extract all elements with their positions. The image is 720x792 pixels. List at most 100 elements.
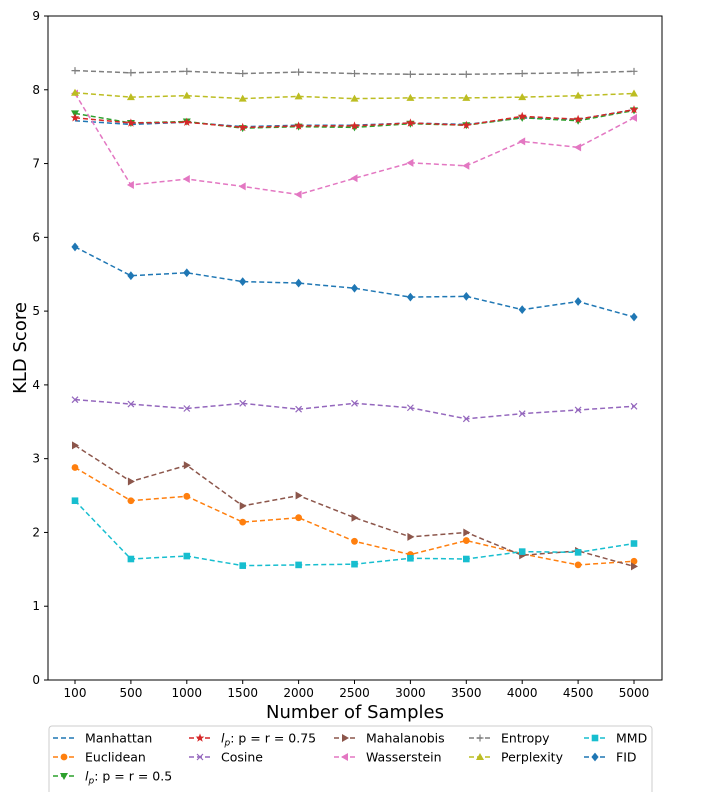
data-point (406, 93, 415, 101)
data-point (71, 88, 79, 96)
legend-item: Euclidean (53, 750, 146, 765)
data-point (462, 415, 470, 423)
legend-label: Entropy (501, 731, 550, 746)
plot-lines (70, 67, 639, 571)
data-point (574, 297, 582, 306)
legend-marker (195, 733, 205, 742)
y-tick-label: 2 (32, 525, 40, 539)
data-point (463, 555, 470, 563)
legend-frame (48, 725, 653, 792)
series-8 (71, 88, 638, 102)
series-line (74, 93, 635, 196)
series-line (74, 246, 635, 318)
data-point (238, 122, 248, 132)
legend-marker (476, 734, 484, 742)
data-point (518, 93, 527, 101)
data-point (407, 554, 414, 562)
data-point (71, 497, 79, 505)
series-10 (71, 242, 638, 322)
data-point (631, 562, 638, 571)
data-point (518, 137, 526, 146)
x-tick-label: 1500 (227, 686, 258, 700)
data-point (238, 94, 247, 102)
data-point (629, 105, 639, 114)
data-point (238, 182, 246, 191)
legend-label: Mahalanobis (366, 731, 445, 746)
data-point (182, 175, 190, 184)
data-point (574, 406, 582, 414)
legend-label: Perplexity (501, 750, 564, 765)
data-point (630, 113, 637, 122)
legend-item: lp: p = r = 0.5 (53, 769, 172, 787)
data-point (630, 557, 638, 565)
series-4 (71, 396, 638, 423)
data-point (630, 312, 638, 322)
data-point (294, 121, 303, 130)
y-tick-label: 9 (32, 9, 40, 23)
data-point (517, 111, 527, 121)
data-point (350, 174, 358, 183)
legend-item: Cosine (189, 750, 263, 765)
data-point (406, 158, 414, 167)
data-point (630, 67, 638, 75)
series-line (74, 444, 635, 568)
data-point (183, 461, 191, 470)
data-point (72, 441, 79, 450)
data-point (462, 93, 471, 101)
legend-marker (196, 753, 204, 761)
legend-item: MMD (584, 731, 647, 746)
data-point (518, 548, 526, 555)
series-9 (71, 497, 638, 569)
x-tick-label: 4000 (507, 686, 538, 700)
data-point (71, 242, 79, 252)
y-tick-label: 5 (32, 304, 40, 318)
legend-item: Wasserstein (334, 750, 442, 765)
data-point (573, 114, 583, 124)
legend-item: lp: p = r = 0.75 (189, 731, 316, 749)
data-point (350, 283, 359, 293)
legend-item: Manhattan (53, 731, 152, 746)
data-point (239, 501, 247, 510)
legend-item: FID (584, 750, 637, 765)
y-tick-label: 6 (32, 230, 40, 244)
series-7 (71, 67, 638, 78)
data-point (295, 278, 303, 288)
x-tick-label: 500 (119, 686, 142, 700)
data-point (126, 93, 135, 101)
legend-item: Perplexity (469, 750, 564, 765)
y-tick-label: 1 (32, 599, 40, 613)
legend-marker (60, 773, 68, 780)
data-point (351, 560, 358, 568)
y-tick-label: 7 (32, 157, 40, 171)
data-point (351, 513, 359, 522)
x-tick-label: 2500 (339, 686, 370, 700)
x-tick-label: 2000 (283, 686, 314, 700)
series-6 (71, 89, 637, 199)
data-point (406, 404, 414, 412)
legend-marker (341, 753, 348, 761)
legend-marker (342, 734, 349, 742)
data-point (182, 117, 192, 126)
data-point (351, 537, 358, 545)
x-tick-label: 1000 (172, 686, 203, 700)
legend-label: MMD (616, 731, 647, 746)
data-point (351, 70, 358, 78)
data-point (71, 67, 79, 75)
data-point (574, 143, 582, 152)
data-point (518, 70, 526, 78)
data-point (574, 69, 582, 77)
legend-label: Manhattan (85, 731, 152, 746)
x-tick-label: 3500 (451, 686, 482, 700)
data-point (518, 305, 526, 315)
data-point (70, 113, 80, 122)
legend-label: lp: p = r = 0.5 (85, 769, 172, 787)
data-point (518, 410, 526, 418)
data-point (295, 514, 302, 522)
data-point (239, 518, 247, 526)
x-axis-label: Number of Samples (266, 702, 444, 723)
legend: Manhattan Euclidean lp: p = r = 0.5 lp: p =… (48, 725, 653, 792)
series-line (74, 69, 635, 76)
data-point (183, 405, 191, 412)
data-point (239, 562, 246, 569)
